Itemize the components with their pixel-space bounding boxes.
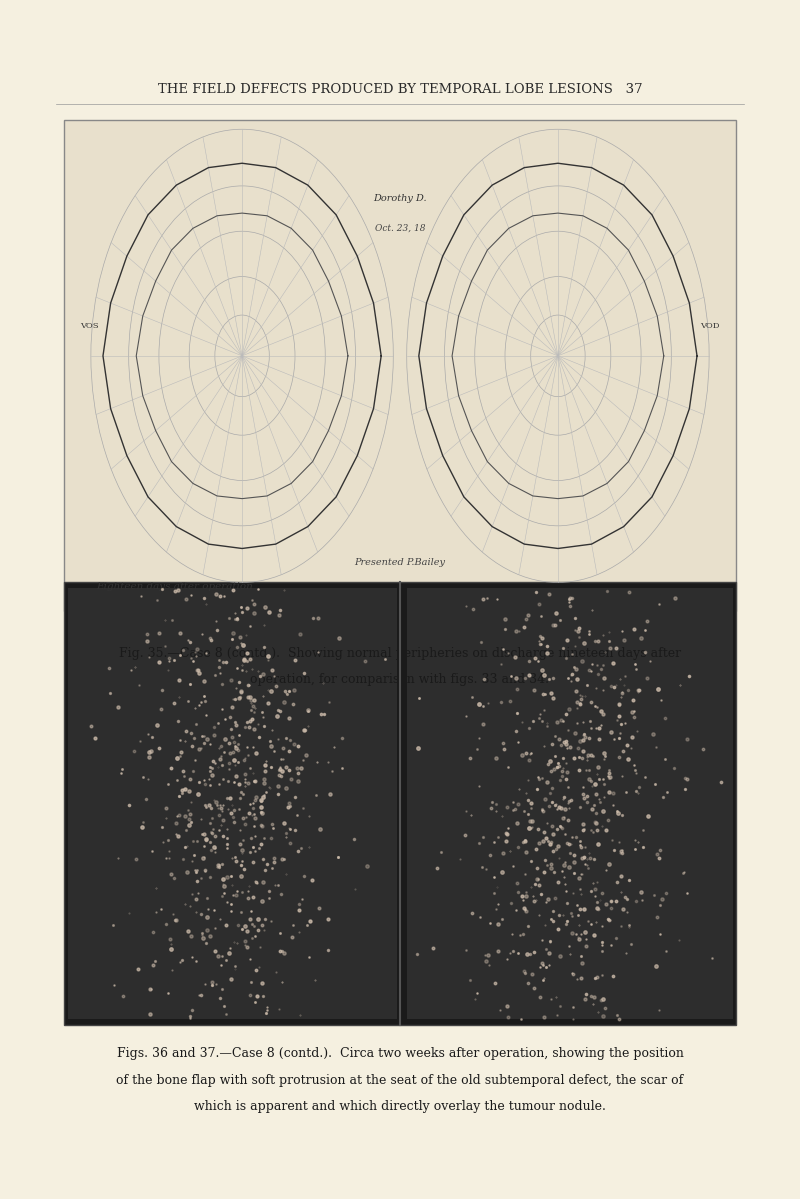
FancyBboxPatch shape xyxy=(406,588,733,1019)
Text: Fig. 35.—Case 8 (contd.).  Showing normal peripheries on discharge nineteen days: Fig. 35.—Case 8 (contd.). Showing normal… xyxy=(119,647,681,659)
Text: Figs. 36 and 37.—Case 8 (contd.).  Circa two weeks after operation, showing the : Figs. 36 and 37.—Case 8 (contd.). Circa … xyxy=(117,1048,683,1060)
FancyBboxPatch shape xyxy=(68,588,398,1019)
Text: VOD: VOD xyxy=(701,323,720,331)
Text: Eighteen days after operation: Eighteen days after operation xyxy=(96,583,253,591)
Text: which is apparent and which directly overlay the tumour nodule.: which is apparent and which directly ove… xyxy=(194,1101,606,1113)
FancyBboxPatch shape xyxy=(64,120,736,611)
Text: Oct. 23, 18: Oct. 23, 18 xyxy=(374,223,426,233)
Text: VOS: VOS xyxy=(80,323,98,331)
Text: of the bone flap with soft protrusion at the seat of the old subtemporal defect,: of the bone flap with soft protrusion at… xyxy=(116,1074,684,1086)
Text: THE FIELD DEFECTS PRODUCED BY TEMPORAL LOBE LESIONS   37: THE FIELD DEFECTS PRODUCED BY TEMPORAL L… xyxy=(158,84,642,96)
Text: Presented P.Bailey: Presented P.Bailey xyxy=(354,558,446,567)
Text: Dorothy D.: Dorothy D. xyxy=(373,194,427,203)
FancyBboxPatch shape xyxy=(64,582,736,1025)
Text: operation, for comparison with figs. 33 and 34.: operation, for comparison with figs. 33 … xyxy=(250,674,550,686)
